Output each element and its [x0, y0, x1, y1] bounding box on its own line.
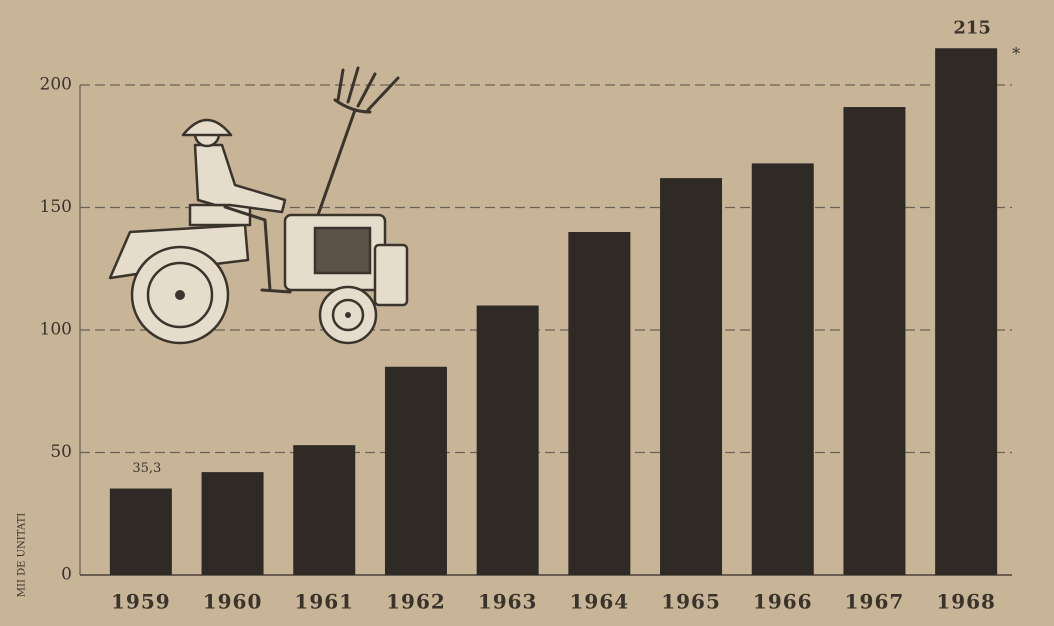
- y-tick-label: 150: [40, 197, 72, 217]
- x-tick-label: 1967: [845, 590, 905, 614]
- bar: [477, 306, 539, 576]
- x-tick-label: 1964: [570, 590, 630, 614]
- value-label: 35,3: [132, 461, 161, 476]
- annotation: *: [1012, 44, 1020, 63]
- bar: [568, 232, 630, 575]
- x-tick-label: 1965: [661, 590, 721, 614]
- x-tick-label: 1966: [753, 590, 813, 614]
- y-tick-label: 200: [40, 75, 72, 95]
- bar: [202, 472, 264, 575]
- bar: [385, 367, 447, 575]
- x-tick-label: 1960: [203, 590, 263, 614]
- y-tick-label: 50: [50, 442, 72, 462]
- x-tick-label: 1959: [111, 590, 171, 614]
- x-tick-label: 1968: [936, 590, 996, 614]
- y-tick-label: 0: [61, 565, 72, 585]
- chart: MII DE UNITATI 0 50 100 150 200 1959 35,3 1960 1…: [0, 0, 1054, 626]
- value-label: 215: [953, 17, 991, 38]
- bar: [293, 445, 355, 575]
- y-axis-label: MII DE UNITATI: [17, 513, 28, 597]
- bar: [752, 163, 814, 575]
- x-tick-label: 1962: [386, 590, 446, 614]
- bar: [843, 107, 905, 575]
- x-tick-label: 1961: [294, 590, 354, 614]
- bar: [935, 48, 997, 575]
- y-tick-label: 100: [40, 320, 72, 340]
- bar: [660, 178, 722, 575]
- bar: [110, 489, 172, 575]
- x-tick-label: 1963: [478, 590, 538, 614]
